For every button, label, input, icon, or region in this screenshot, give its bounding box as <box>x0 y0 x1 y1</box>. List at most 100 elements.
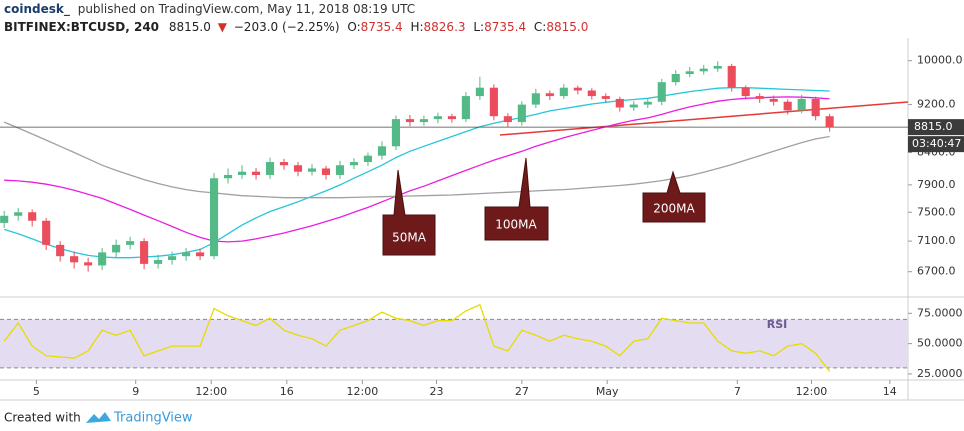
y-tick-label: 75.0000 <box>917 306 963 319</box>
candle-body <box>699 68 708 72</box>
candle-body <box>70 256 79 263</box>
price-tag <box>908 119 964 136</box>
candle-body <box>615 98 624 108</box>
y-tick-label: 7900.0 <box>917 178 956 191</box>
x-tick-label: 12:00 <box>347 385 379 398</box>
candle-body <box>741 87 750 97</box>
callout-label: 100MA <box>495 218 537 232</box>
x-tick-label: 5 <box>33 385 40 398</box>
candle-body <box>363 155 373 163</box>
candle-body <box>559 87 568 97</box>
y-tick-label: 7500.0 <box>917 205 956 218</box>
candle-body <box>14 212 23 216</box>
candle-body <box>811 98 820 117</box>
candle-body <box>657 82 666 102</box>
candle-body <box>182 252 191 257</box>
y-tick-label: 50.0000 <box>917 337 963 350</box>
candle-body <box>475 87 484 97</box>
moving-average <box>4 96 830 243</box>
callout-label: 200MA <box>653 202 695 216</box>
candle-body <box>601 96 610 99</box>
x-tick-label: 14 <box>883 385 897 398</box>
candle-body <box>56 244 65 257</box>
candle-body <box>307 168 317 172</box>
header-line-1: coindesk_ published on TradingView.com, … <box>4 2 415 17</box>
header-line-2: BITFINEX:BTCUSD, 240 8815.0 ▼ −203.0 (−2… <box>4 20 588 34</box>
candle-body <box>447 116 456 120</box>
ohlc-value: 8826.3 <box>424 20 466 34</box>
overlay: 50MA 100MA 200MA RSI Created with Tradin… <box>4 157 788 426</box>
candle-body <box>279 162 289 166</box>
candle-body <box>419 119 428 123</box>
candle-body <box>433 116 442 120</box>
callout-box <box>382 169 436 256</box>
ohlc-value: 8735.4 <box>361 20 403 34</box>
change: −203.0 (−2.25%) <box>234 20 340 34</box>
candle-body <box>349 162 359 166</box>
candle-body <box>531 93 540 105</box>
candle-body <box>727 65 736 88</box>
ohlc-value: 8815.0 <box>546 20 588 34</box>
y-tick-label: 25.0000 <box>917 367 963 380</box>
candle-body <box>335 165 345 175</box>
candle-body <box>84 262 93 266</box>
callout: 50MA <box>382 169 436 256</box>
countdown-tag <box>908 136 964 153</box>
published: published on TradingView.com, May 11, 20… <box>78 2 415 16</box>
candle-body <box>685 71 694 75</box>
y-tick-label: 7100.0 <box>917 234 956 247</box>
candle-body <box>643 101 652 105</box>
candle-body <box>391 119 400 147</box>
candle-body <box>28 212 37 221</box>
last-price: 8815.0 <box>169 20 211 34</box>
candle-body <box>797 98 806 111</box>
candle-body <box>265 162 275 175</box>
candle-body <box>168 256 177 261</box>
candle-body <box>196 252 205 257</box>
symbol: BITFINEX:BTCUSD, 240 <box>4 20 159 34</box>
candle-body <box>126 241 135 245</box>
x-tick-label: May <box>596 385 619 398</box>
candle-body <box>210 178 219 257</box>
candle-body <box>112 244 121 253</box>
y-tick-label: 6700.0 <box>917 265 956 278</box>
candle-body <box>573 87 582 91</box>
candle-body <box>587 90 596 97</box>
change-arrow: ▼ <box>218 20 228 34</box>
candle-body <box>223 174 233 179</box>
footer-created: Created with <box>4 411 81 425</box>
candle-body <box>293 165 303 172</box>
ohlc-label: C: <box>534 20 546 34</box>
candle-body <box>321 168 331 175</box>
candle-body <box>154 260 163 264</box>
candle-body <box>545 93 554 97</box>
callout-box <box>484 157 549 241</box>
callout: 200MA <box>642 170 706 223</box>
candle-body <box>377 146 387 156</box>
x-tick-label: 12:00 <box>195 385 227 398</box>
footer-logo <box>86 412 111 423</box>
y-tick-label: 10000.0 <box>917 54 963 67</box>
candle-body <box>461 96 470 120</box>
candle-body <box>783 101 792 111</box>
candle-body <box>629 104 638 108</box>
x-tick-label: 23 <box>430 385 444 398</box>
x-tick-label: 7 <box>734 385 741 398</box>
trendline <box>499 101 909 136</box>
moving-average <box>3 121 830 199</box>
brand: coindesk_ <box>4 2 70 17</box>
candle-body <box>405 119 414 123</box>
candle-body <box>503 116 512 123</box>
candle-body <box>140 241 149 264</box>
callout-box <box>642 170 706 223</box>
rsi-label: RSI <box>767 318 788 331</box>
callout: 100MA <box>484 157 549 241</box>
candle-body <box>755 96 764 99</box>
candle-body <box>769 98 778 102</box>
ohlc-label: H: <box>410 20 423 34</box>
x-tick-label: 12:00 <box>796 385 828 398</box>
candle-body <box>0 215 9 223</box>
candle-body <box>489 87 498 117</box>
